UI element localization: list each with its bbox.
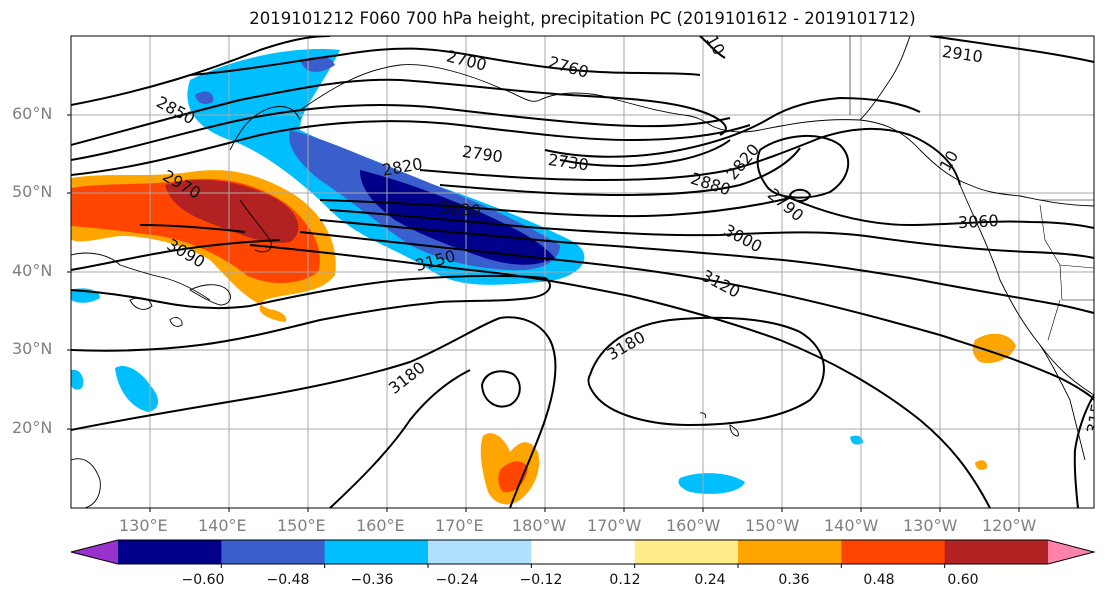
colorbar-tick-label: 0.12 <box>609 572 641 588</box>
colorbar-tick-label: −0.60 <box>181 572 225 588</box>
colorbar-segment <box>738 540 842 564</box>
lon-label: 130°E <box>119 516 168 535</box>
map-plot-area: 2700 2760 2910 10 2850 2820 2790 2730 28… <box>71 31 1105 508</box>
colorbar-tick-label: 0.36 <box>778 572 810 588</box>
lat-label: 30°N <box>12 339 53 358</box>
lon-label: 150°W <box>745 516 800 535</box>
colorbar-segment <box>118 540 222 564</box>
colorbar-segment <box>221 540 326 564</box>
lon-label: 140°E <box>198 516 247 535</box>
contour-label: 2790 <box>461 142 504 166</box>
colorbar-tick-label: −0.24 <box>435 572 479 588</box>
lon-label: 180°W <box>512 516 567 535</box>
lon-label: 120°W <box>982 516 1037 535</box>
contour-label: 3120 <box>698 266 743 302</box>
lat-label: 40°N <box>12 261 53 280</box>
colorbar-tick-label: 0.48 <box>863 572 895 588</box>
axis-ticks <box>67 114 1020 512</box>
colorbar-extend-low <box>71 540 118 564</box>
colorbar-outline <box>70 539 1096 565</box>
colorbar-tick-label: −0.36 <box>350 572 394 588</box>
lat-label: 60°N <box>12 104 53 123</box>
lon-label: 140°W <box>824 516 879 535</box>
lon-label: 170°W <box>587 516 642 535</box>
borders <box>849 36 1094 341</box>
lat-label: 50°N <box>12 182 53 201</box>
colorbar-tick-label: 0.60 <box>947 572 979 588</box>
lat-label: 20°N <box>12 418 53 437</box>
contour-label: 3030 <box>439 198 481 220</box>
contour-label: 10 <box>702 31 729 58</box>
colorbar-segment <box>324 540 429 564</box>
colorbar-segment <box>531 540 636 564</box>
colorbar-tick-label: −0.12 <box>519 572 563 588</box>
lon-label: 160°E <box>356 516 405 535</box>
colorbar-segment <box>841 540 946 564</box>
grid-lines <box>71 36 1094 508</box>
contour-label: 3150 <box>1083 392 1105 435</box>
colorbar-tick-label: 0.24 <box>694 572 726 588</box>
precip-positive-shading <box>71 170 1016 505</box>
lon-label: 160°W <box>666 516 721 535</box>
map-title: 2019101212 F060 700 hPa height, precipit… <box>249 9 916 28</box>
lon-label: 150°E <box>277 516 326 535</box>
contour-label: 3000 <box>720 220 765 256</box>
height-contours <box>71 36 1094 508</box>
contour-label: 3060 <box>958 211 1000 232</box>
colorbar-segment <box>944 540 1049 564</box>
lon-label: 170°E <box>435 516 484 535</box>
contour-label: 2760 <box>546 52 590 81</box>
colorbar-segment <box>634 540 739 564</box>
contour-label: 2730 <box>547 150 590 174</box>
colorbar-tick-label: −0.48 <box>266 572 310 588</box>
colorbar-extend-high <box>1048 540 1094 564</box>
contour-label: 2910 <box>941 42 984 66</box>
lon-label: 130°W <box>903 516 958 535</box>
colorbar-segment <box>428 540 532 564</box>
colorbar <box>70 539 1096 568</box>
